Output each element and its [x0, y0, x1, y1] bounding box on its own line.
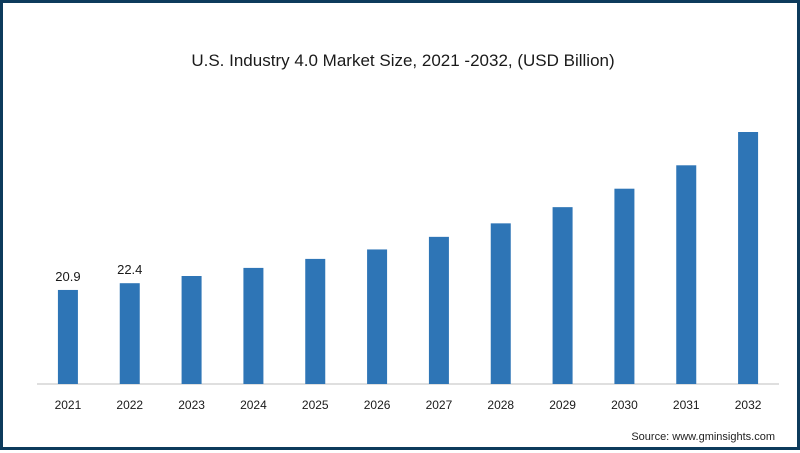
x-tick-label-2026: 2026 [364, 398, 391, 412]
x-tick-label-2023: 2023 [178, 398, 205, 412]
source-text: Source: www.gminsights.com [631, 431, 775, 443]
bar-2021 [57, 289, 78, 384]
x-tick-label-2024: 2024 [240, 398, 267, 412]
bar-2028 [490, 223, 511, 384]
bar-2030 [614, 188, 635, 384]
bar-2026 [367, 249, 388, 384]
x-tick-label-2032: 2032 [735, 398, 762, 412]
bar-2027 [428, 236, 449, 384]
data-label-2022: 22.4 [117, 262, 142, 277]
x-tick-label-2028: 2028 [487, 398, 514, 412]
bar-2031 [676, 165, 697, 384]
x-tick-label-2022: 2022 [116, 398, 143, 412]
bar-chart: 2021 20.9 2022 22.4 2023 2024 2025 2026 2027 2028… [37, 132, 779, 412]
bar-2023 [181, 276, 202, 384]
x-tick-label-2030: 2030 [611, 398, 638, 412]
x-tick-label-2021: 2021 [55, 398, 82, 412]
x-tick-label-2031: 2031 [673, 398, 700, 412]
bar-2024 [243, 267, 264, 384]
x-tick-label-2025: 2025 [302, 398, 329, 412]
bar-2029 [552, 207, 573, 384]
x-tick-label-2029: 2029 [549, 398, 576, 412]
bar-2022 [119, 283, 140, 384]
data-label-2021: 20.9 [55, 269, 80, 284]
bar-2032 [738, 132, 759, 384]
chart-title: U.S. Industry 4.0 Market Size, 2021 -203… [191, 51, 615, 70]
bar-2025 [305, 258, 326, 384]
x-tick-label-2027: 2027 [426, 398, 453, 412]
